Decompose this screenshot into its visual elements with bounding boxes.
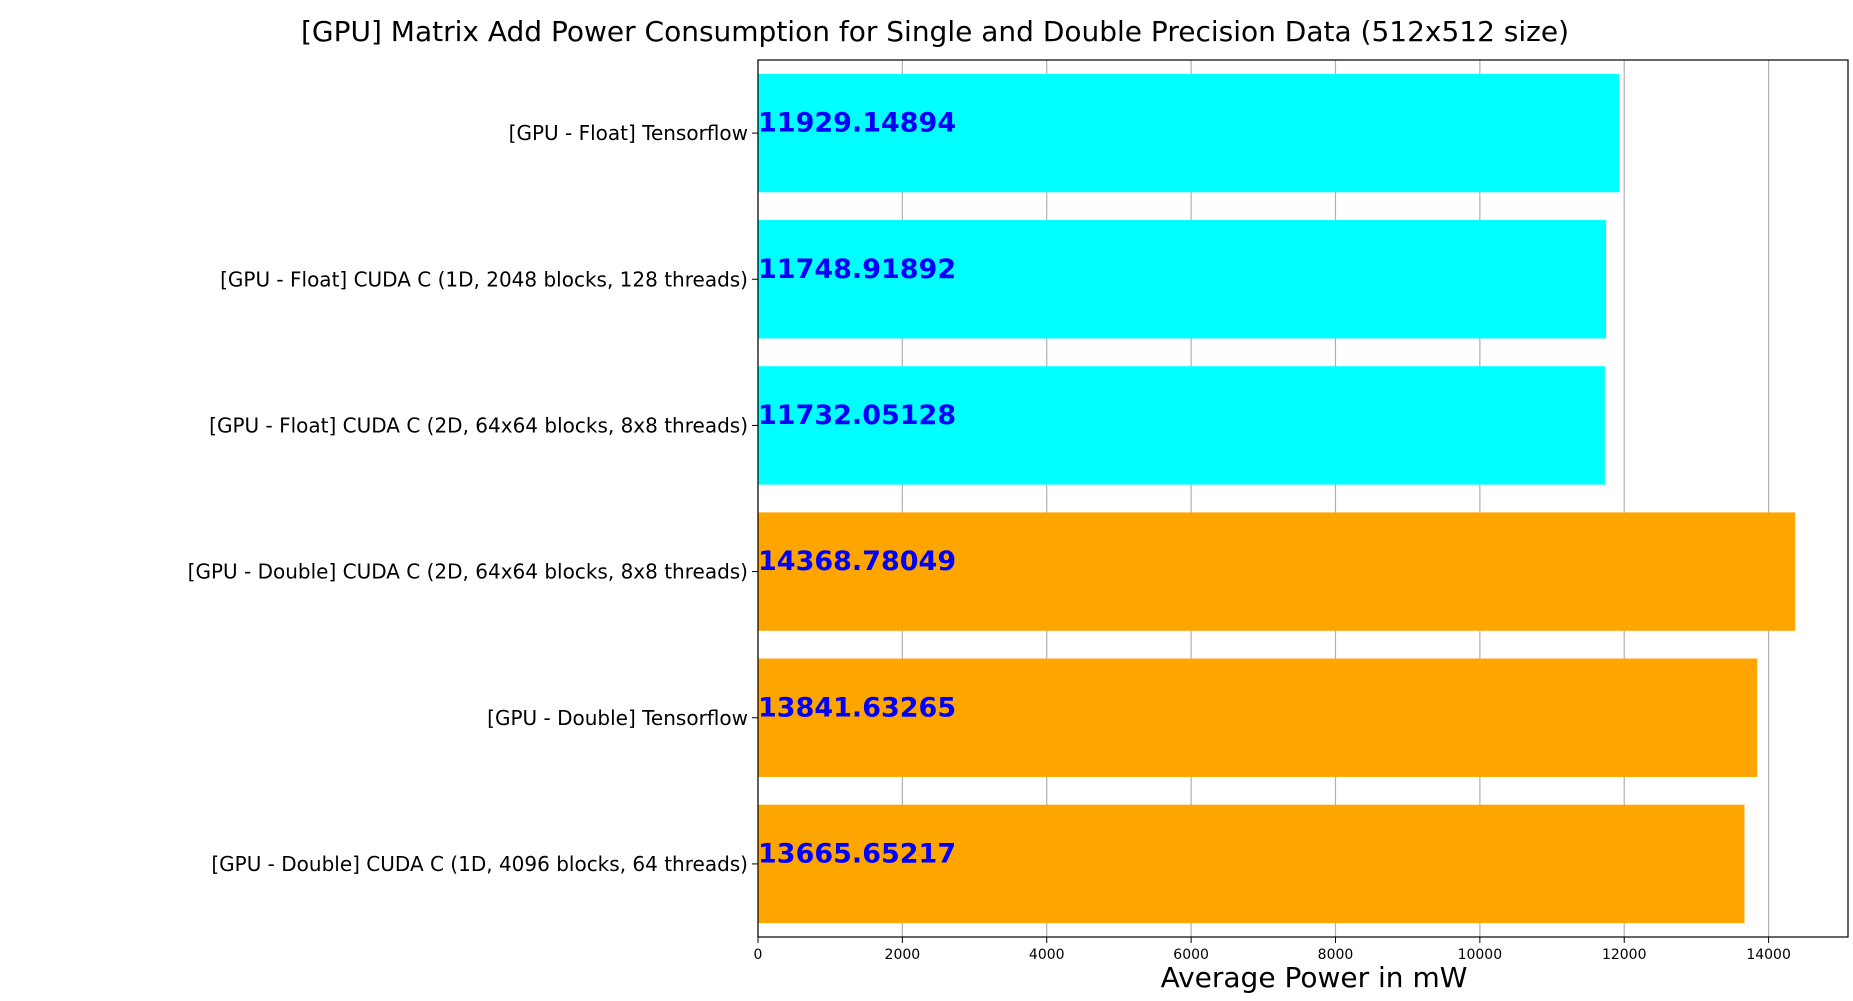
category-label-0: [GPU - Float] Tensorflow [509, 121, 748, 145]
category-label-1: [GPU - Float] CUDA C (1D, 2048 blocks, 1… [220, 267, 748, 291]
category-label-5: [GPU - Double] CUDA C (1D, 4096 blocks, … [211, 852, 748, 876]
x-axis-label: Average Power in mW [1161, 961, 1468, 994]
bar-5 [758, 804, 1745, 924]
category-labels: [GPU - Float] Tensorflow [GPU - Float] CU… [188, 121, 748, 876]
chart-title: [GPU] Matrix Add Power Consumption for S… [301, 15, 1569, 48]
x-tick-label-5: 10000 [1458, 947, 1503, 963]
data-label-2: 11732.05128 [758, 400, 956, 431]
x-tick-label-6: 12000 [1602, 947, 1647, 963]
bar-0 [758, 73, 1620, 193]
category-label-3: [GPU - Double] CUDA C (2D, 64x64 blocks,… [188, 560, 748, 584]
bar-1 [758, 220, 1607, 339]
data-label-0: 11929.14894 [758, 108, 956, 139]
bar-3 [758, 512, 1796, 631]
category-label-4: [GPU - Double] Tensorflow [487, 706, 748, 730]
bar-2 [758, 366, 1605, 485]
data-label-1: 11748.91892 [758, 254, 956, 285]
data-label-3: 14368.78049 [758, 546, 956, 577]
x-tick-label-2: 4000 [1029, 947, 1065, 963]
category-label-2: [GPU - Float] CUDA C (2D, 64x64 blocks, … [209, 413, 748, 437]
data-label-4: 13841.63265 [758, 692, 956, 723]
data-labels: 11929.14894 11748.91892 11732.05128 14368.7… [758, 108, 956, 870]
x-tick-label-4: 8000 [1318, 947, 1354, 963]
bar-4 [758, 658, 1758, 777]
bars [758, 73, 1796, 924]
x-tick-label-3: 6000 [1173, 947, 1209, 963]
grid-lines [757, 60, 1770, 937]
x-tick-label-0: 0 [754, 947, 763, 963]
plot-frame [757, 59, 1849, 938]
data-label-5: 13665.65217 [758, 838, 956, 869]
axes: 0 2000 4000 6000 8000 10000 12000 14000 [752, 59, 1849, 963]
x-tick-label-7: 14000 [1746, 947, 1791, 963]
x-tick-label-1: 2000 [885, 947, 921, 963]
